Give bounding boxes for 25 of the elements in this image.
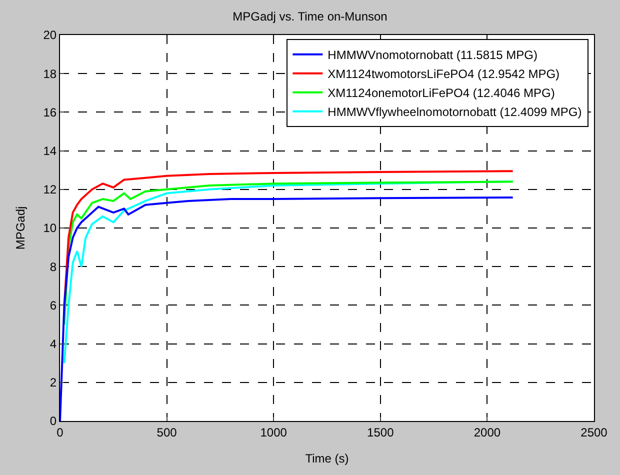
line-series [63,180,514,326]
y-axis-title: MPGadj [14,206,28,250]
y-tick-label: 14 [43,144,57,158]
x-tick-label: 2000 [474,425,501,440]
legend-label: HMMWVnomotornobatt (11.5815 MPG) [328,48,538,62]
y-tick-label: 20 [43,28,57,42]
y-tick-label: 12 [43,182,57,197]
x-tick-label: 500 [156,425,178,440]
line-series [60,196,514,421]
y-tick-label: 18 [43,66,57,81]
legend-label: HMMWVflywheelnomotornobatt (12.4099 MPG) [328,105,582,120]
y-tick-label: 6 [50,298,57,312]
x-tick-label: 2500 [580,425,608,440]
y-tick-label: 2 [50,376,57,390]
y-tick-label: 16 [43,105,57,120]
y-tick-label: 4 [50,337,57,351]
chart-title: MPGadj vs. Time on-Munson [232,9,388,24]
x-tick-label: 1500 [367,425,394,440]
y-tick-label: 10 [43,221,57,236]
x-tick-label: 1000 [260,425,288,440]
x-axis-title: Time (s) [305,451,349,466]
legend-label: XM1124onemotorLiFePO4 (12.4046 MPG) [328,86,555,100]
legend-label: XM1124twomotorsLiFePO4 (12.9542 MPG) [328,67,560,82]
y-tick-label: 0 [50,414,57,428]
y-tick-label: 8 [50,260,57,274]
